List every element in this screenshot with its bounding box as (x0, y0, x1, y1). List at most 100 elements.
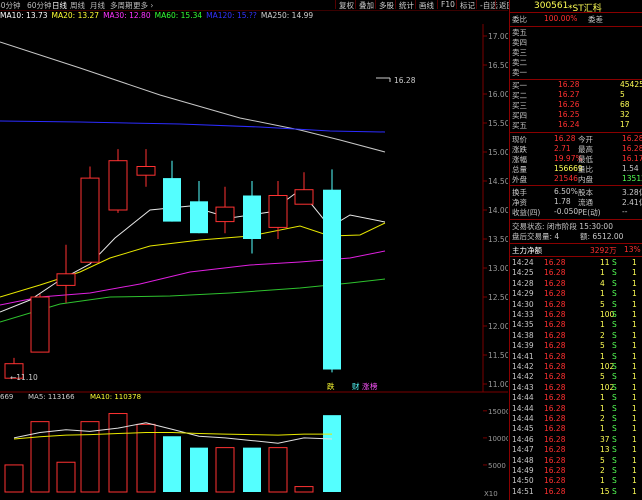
cell: 14:44 (512, 403, 534, 413)
cell: 16.28 (544, 476, 566, 486)
cell: 16.28 (544, 445, 566, 455)
toolbar-button[interactable]: 返回 (495, 0, 514, 10)
volume-bar (323, 415, 341, 492)
cell: 涨跌 (512, 145, 527, 154)
cell: 16.28 (544, 268, 566, 278)
toolbar-button[interactable]: F10 (437, 0, 455, 9)
bid-row: 买一 16.28 45425 (510, 80, 642, 90)
toolbar-button[interactable]: 统计 (395, 0, 414, 10)
period-tab[interactable]: 多周期 (110, 1, 133, 10)
price-tick-label: 16.00 (488, 90, 508, 99)
candle-body (190, 201, 208, 234)
weibi-row: 委比 100.00% 委差 (510, 14, 642, 24)
candle-body (294, 189, 314, 205)
candle-body (215, 206, 235, 223)
cell: 净资 (512, 198, 527, 207)
price-tick-label: 13.50 (488, 235, 508, 244)
toolbar-button[interactable]: 复权 (335, 0, 354, 10)
price-tick-label: 15.50 (488, 119, 508, 128)
cell: 16.28 (544, 382, 566, 392)
tick-row: 14:30 16.28 5 S 1 (510, 300, 642, 310)
ma250-line (0, 41, 386, 153)
cell: PE(动) (578, 208, 601, 217)
ma-legend-item: MA250: 14.99 (260, 11, 314, 20)
cell: S (612, 310, 617, 319)
candle-body (163, 178, 181, 222)
vol-legend: MA10: 110378 (90, 393, 141, 401)
cell: 14:48 (512, 455, 534, 465)
cell: 16.28 (554, 134, 576, 143)
cell: 1 (632, 268, 637, 278)
cell: 买一 (512, 81, 527, 90)
tick-row: 14:41 16.28 1 S 1 (510, 352, 642, 362)
vol-tick-label: 10000 (488, 435, 508, 443)
ask-row: 卖五 (510, 27, 642, 37)
cell: -- (622, 207, 628, 216)
toolbar-button[interactable]: 标记 (456, 0, 475, 10)
cell: 1 (632, 445, 637, 455)
cell: S (612, 341, 617, 351)
cell: 量比 (578, 165, 593, 174)
quote-panel: 300561 *ST汇科 委比 100.00% 委差 卖五 卖四 卖三 卖二 卖一 买一 16.2… (509, 0, 642, 500)
cell: 1 (632, 434, 637, 444)
price-tick-label: 11.00 (488, 380, 508, 389)
cell: 16.26 (558, 100, 580, 109)
period-tab[interactable]: 30分钟 (0, 1, 21, 10)
toolbar-button[interactable]: 画线 (415, 0, 434, 10)
toolbar-button[interactable]: 多股 (375, 0, 394, 10)
toolbar-button[interactable]: -自选 (476, 0, 498, 10)
cell: 1 (632, 372, 637, 382)
ma-legend-item: MA20: 13.27 (51, 11, 100, 20)
cell: 156669 (554, 164, 583, 173)
stock-name: *ST汇科 (568, 4, 602, 14)
cell: 5 (600, 455, 605, 465)
candle-body (56, 273, 76, 286)
cell: 委差 (588, 15, 603, 24)
period-tab[interactable]: 60分钟 (27, 1, 52, 10)
cell: 21546 (554, 174, 578, 183)
kline-chart[interactable]: 17.00 16.50 16.00 15.50 15.00 14.50 14.00 13.50… (0, 0, 508, 500)
quote-row: 涨跌 2.71 最高 16.28 (510, 144, 642, 154)
cell: 16.28 (544, 351, 566, 361)
price-tick-label: 14.00 (488, 206, 508, 215)
quote-row: 涨幅 19.97% 最低 16.17 (510, 154, 642, 164)
zhuli-row: 主力净额 3292万 13% (510, 245, 642, 255)
cell: 1 (632, 351, 637, 361)
price-tick-label: 17.00 (488, 32, 508, 41)
cell: 14:41 (512, 351, 534, 361)
bid-row: 买二 16.27 5 (510, 90, 642, 100)
cell: 19.97% (554, 154, 583, 163)
status-row: 盘后交易量: 4 额: 6512.00 (510, 231, 642, 241)
cell: 买二 (512, 91, 527, 100)
cell: S (612, 362, 617, 371)
cell: 16.24 (558, 120, 580, 129)
cell: 卖二 (512, 58, 527, 67)
period-tab[interactable]: 周线 (70, 1, 85, 10)
cell: 14:42 (512, 362, 534, 371)
volume-bar (56, 461, 76, 493)
tick-row: 14:42 16.28 5 S 1 (510, 372, 642, 382)
cell: 68 (620, 100, 630, 109)
high-label: 16.28 (394, 76, 416, 85)
cell: 100.00% (544, 14, 578, 23)
price-tick-label: 13.00 (488, 264, 508, 273)
volume-bar (30, 421, 50, 493)
period-tab[interactable]: 月线 (90, 1, 105, 10)
cell: 1 (600, 393, 605, 403)
event-label: 跌 (327, 381, 335, 391)
cell: 1 (632, 330, 637, 340)
toolbar-button[interactable]: 叠加 (355, 0, 374, 10)
period-tab[interactable]: 更多 › (133, 1, 154, 10)
period-tab[interactable]: 日线 (52, 1, 67, 10)
cell: 14:25 (512, 268, 534, 278)
cell: S (612, 299, 617, 309)
bid-row: 买五 16.24 17 (510, 120, 642, 130)
tick-row: 14:42 16.28 102 S 1 (510, 362, 642, 372)
cell: 5 (600, 372, 605, 382)
cell: 1 (600, 424, 605, 434)
candle-body (4, 363, 24, 379)
cell: 14:38 (512, 330, 534, 340)
vol-unit: X10 (484, 490, 498, 498)
